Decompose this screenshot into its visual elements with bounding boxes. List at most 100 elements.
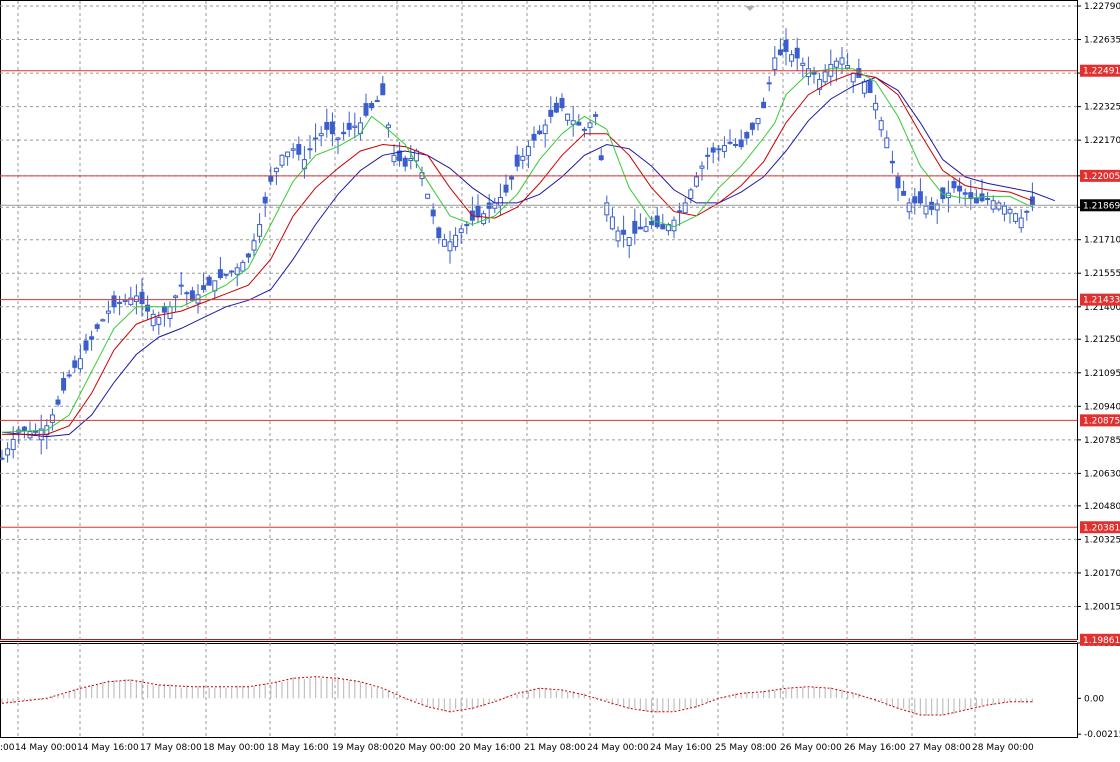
x-tick-label: 26 May 16:00 — [844, 743, 906, 753]
candle-body — [727, 141, 733, 144]
y-tick-label: 1.20170 — [1084, 569, 1120, 579]
level-price-label: 1.20381 — [1083, 523, 1120, 533]
candle-body — [738, 139, 744, 148]
candle-body — [1024, 210, 1030, 213]
candle-body — [537, 130, 543, 135]
moving-average-slow-line — [1, 76, 1055, 438]
candle-body — [21, 426, 27, 432]
candle-body — [777, 49, 783, 56]
candle-body — [873, 102, 879, 111]
candle-body — [229, 270, 235, 273]
candle-body — [5, 448, 11, 456]
candle-body — [285, 151, 291, 158]
candle-body — [61, 378, 67, 391]
candle-body — [397, 150, 403, 162]
current-price-label: 1.21869 — [1083, 201, 1120, 211]
candle-body — [436, 227, 442, 239]
x-tick-label: 20 May 16:00 — [459, 743, 521, 753]
candle-body — [721, 145, 727, 152]
candle-body — [380, 83, 386, 96]
candle-body — [464, 224, 470, 227]
x-tick-label: 24 May 00:00 — [587, 743, 649, 753]
candle-body — [514, 154, 520, 167]
candle-body — [89, 336, 95, 340]
candle-body — [710, 147, 716, 153]
level-price-label-bg — [1080, 64, 1120, 77]
candle-body — [794, 47, 800, 59]
candle-body — [335, 137, 341, 140]
candle-body — [525, 146, 531, 157]
x-tick-label: 18 May 00:00 — [203, 743, 265, 753]
y-tick-label: 1.20325 — [1084, 535, 1120, 545]
candle-body — [408, 158, 414, 162]
moving-average-mid-line — [2, 72, 1033, 435]
candle-body — [223, 273, 229, 276]
candle-body — [587, 122, 593, 128]
level-price-label-bg — [1080, 293, 1120, 306]
osc-y-tick-label: -0.00215 — [1084, 730, 1120, 740]
candle-body — [626, 237, 632, 246]
candle-body — [139, 291, 145, 305]
candle-body — [615, 230, 621, 242]
candle-body — [665, 224, 671, 232]
candle-body — [10, 438, 16, 451]
candle-body — [1018, 217, 1024, 229]
y-tick-label: 1.20480 — [1084, 502, 1120, 512]
oscillator-panel-frame — [0, 643, 1078, 738]
x-tick-label: 20 May 00:00 — [394, 743, 456, 753]
candle-body — [598, 155, 604, 161]
y-tick-label: 1.21710 — [1084, 236, 1120, 246]
candle-body — [889, 160, 895, 164]
candle-body — [621, 229, 627, 235]
candle-body — [766, 82, 772, 85]
candle-body — [212, 280, 218, 292]
candle-body — [329, 121, 335, 135]
scroll-position-marker — [745, 6, 755, 11]
candle-body — [682, 202, 688, 214]
level-price-label-bg — [1080, 414, 1120, 427]
candle-body — [1007, 208, 1013, 214]
y-tick-label: 1.20785 — [1084, 436, 1120, 446]
y-tick-label: 1.20630 — [1084, 469, 1120, 479]
candle-body — [553, 102, 559, 113]
x-tick-label: 19 May 08:00 — [332, 743, 394, 753]
candle-body — [705, 154, 711, 157]
candle-body — [755, 118, 761, 125]
candle-body — [117, 301, 123, 304]
candle-body — [240, 261, 246, 272]
x-tick-label: 25 May 08:00 — [715, 743, 777, 753]
y-tick-label: 1.20015 — [1084, 602, 1120, 612]
candle-body — [677, 210, 683, 213]
candle-body — [744, 132, 750, 139]
candle-body — [632, 220, 638, 234]
candle-body — [850, 72, 856, 83]
candle-body — [441, 239, 447, 247]
x-tick-label: :00 — [0, 743, 15, 753]
candle-body — [716, 148, 722, 151]
candle-body — [929, 201, 935, 210]
candle-body — [509, 176, 515, 180]
candle-body — [262, 196, 268, 204]
candle-body — [475, 205, 481, 218]
candle-body — [122, 299, 128, 302]
candle-body — [688, 189, 694, 199]
candle-body — [973, 197, 979, 204]
x-tick-label: 14 May 00:00 — [15, 743, 77, 753]
candle-body — [55, 399, 61, 405]
candle-body — [576, 121, 582, 126]
x-tick-label: 14 May 16:00 — [77, 743, 139, 753]
candle-body — [733, 143, 739, 146]
candle-body — [145, 304, 151, 312]
candle-body — [559, 97, 565, 109]
candle-body — [133, 295, 139, 302]
candle-body — [968, 192, 974, 200]
candle-body — [313, 137, 319, 140]
candle-body — [391, 154, 397, 163]
x-tick-label: 18 May 16:00 — [267, 743, 329, 753]
candle-body — [94, 324, 100, 329]
main-panel-frame — [0, 0, 1078, 640]
candle-body — [934, 203, 940, 211]
candle-body — [307, 148, 313, 151]
